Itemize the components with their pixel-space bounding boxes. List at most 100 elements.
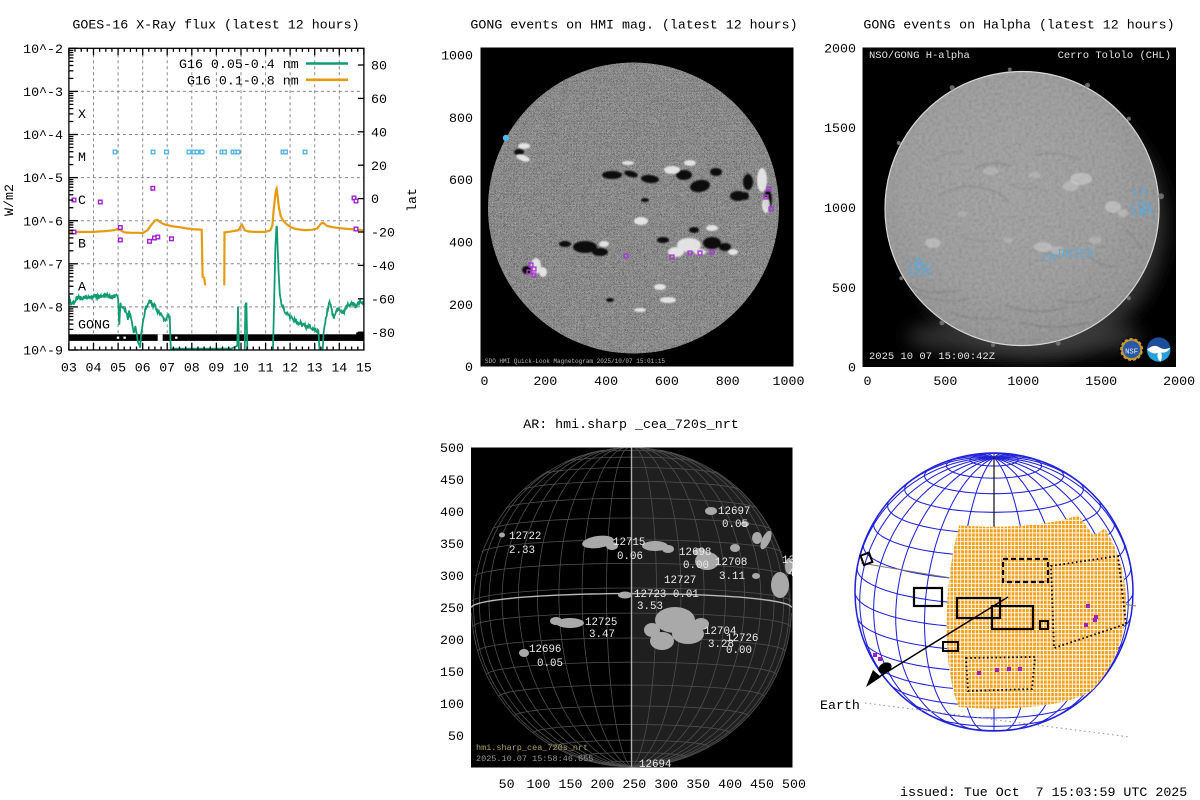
svg-text:300: 300	[654, 777, 678, 792]
svg-text:10: 10	[233, 361, 249, 376]
svg-text:B: B	[78, 237, 86, 252]
svg-text:100: 100	[440, 697, 464, 712]
svg-text:GOES-16 X-Ray flux (latest 12: GOES-16 X-Ray flux (latest 12 hours)	[72, 18, 359, 33]
svg-text:-80: -80	[371, 326, 395, 341]
svg-text:10^-5: 10^-5	[23, 171, 63, 186]
svg-text:11: 11	[258, 361, 274, 376]
svg-text:Lh: Lh	[1042, 251, 1056, 265]
svg-text:100: 100	[527, 777, 551, 792]
svg-text:10^-9: 10^-9	[23, 344, 63, 359]
svg-text:800: 800	[716, 374, 740, 389]
svg-text:12694: 12694	[639, 759, 671, 771]
svg-text:Earth: Earth	[820, 698, 860, 713]
svg-text:Lh: Lh	[1133, 185, 1147, 199]
svg-text:500: 500	[440, 441, 464, 456]
svg-text:03: 03	[61, 361, 77, 376]
svg-text:0.00: 0.00	[683, 560, 709, 572]
svg-text:500: 500	[933, 374, 957, 389]
svg-text:M: M	[78, 150, 86, 165]
svg-text:4: 4	[788, 568, 794, 580]
svg-text:50: 50	[448, 729, 464, 744]
svg-text:-40: -40	[371, 259, 395, 274]
svg-text:80: 80	[371, 59, 387, 74]
svg-text:20: 20	[371, 159, 387, 174]
svg-text:60: 60	[371, 92, 387, 107]
svg-text:LBh: LBh	[1132, 206, 1154, 220]
svg-text:40: 40	[371, 125, 387, 140]
svg-text:10^-8: 10^-8	[23, 301, 63, 316]
svg-text:GONG events on HMI mag. (lates: GONG events on HMI mag. (latest 12 hours…	[470, 18, 797, 33]
svg-text:200: 200	[590, 777, 614, 792]
svg-text:3.28: 3.28	[708, 639, 734, 651]
svg-text:2025 10 07 15:00:42Z: 2025 10 07 15:00:42Z	[869, 351, 995, 363]
svg-text:2000: 2000	[824, 41, 856, 56]
svg-text:-20: -20	[371, 226, 395, 241]
svg-text:50: 50	[499, 777, 515, 792]
svg-text:450: 450	[440, 473, 464, 488]
svg-text:150: 150	[440, 665, 464, 680]
svg-text:04: 04	[86, 361, 102, 376]
svg-text:AR: hmi.sharp _cea_720s_nrt: AR: hmi.sharp _cea_720s_nrt	[523, 417, 738, 432]
svg-text:12708: 12708	[715, 557, 747, 569]
svg-text:0: 0	[481, 374, 489, 389]
svg-text:0: 0	[371, 192, 379, 207]
svg-text:-60: -60	[371, 292, 395, 307]
svg-text:13: 13	[782, 555, 795, 567]
svg-text:3.11: 3.11	[719, 571, 745, 583]
svg-text:400: 400	[718, 777, 742, 792]
svg-text:NSO/GONG H-alpha: NSO/GONG H-alpha	[869, 50, 970, 62]
svg-text:200: 200	[440, 633, 464, 648]
svg-text:10^-6: 10^-6	[23, 214, 63, 229]
svg-text:M: M	[915, 256, 922, 270]
svg-text:350: 350	[686, 777, 710, 792]
svg-text:10^-7: 10^-7	[23, 257, 63, 272]
svg-text:250: 250	[440, 601, 464, 616]
svg-text:0: 0	[864, 374, 872, 389]
svg-text:GONG: GONG	[78, 318, 110, 333]
svg-text:13: 13	[307, 361, 323, 376]
svg-text:12696: 12696	[529, 644, 561, 656]
svg-text:1000: 1000	[773, 374, 805, 389]
svg-text:DKIEh: DKIEh	[1058, 247, 1094, 261]
svg-text:2025.10.07 15:58:46.655: 2025.10.07 15:58:46.655	[476, 754, 593, 764]
svg-text:250: 250	[622, 777, 646, 792]
svg-text:12727: 12727	[664, 575, 696, 587]
svg-text:10^-3: 10^-3	[23, 85, 63, 100]
svg-text:12722: 12722	[509, 531, 541, 543]
svg-text:lat: lat	[405, 188, 420, 212]
svg-text:SDO HMI Quick-Look Magnetogram: SDO HMI Quick-Look Magnetogram 2025/10/0…	[485, 358, 665, 365]
svg-text:3.47: 3.47	[589, 629, 615, 641]
svg-text:07: 07	[159, 361, 175, 376]
svg-text:issued: Tue Oct 7 15:03:59 UT: issued: Tue Oct 7 15:03:59 UTC 2025	[900, 785, 1187, 800]
svg-text:0: 0	[848, 361, 856, 376]
svg-text:LFh: LFh	[908, 266, 930, 280]
svg-text:3.53: 3.53	[637, 601, 663, 613]
svg-text:200: 200	[449, 298, 473, 313]
svg-text:12704: 12704	[704, 626, 736, 638]
svg-text:400: 400	[440, 505, 464, 520]
svg-text:hmi.sharp_cea_720s_nrt: hmi.sharp_cea_720s_nrt	[476, 743, 588, 753]
svg-text:150: 150	[559, 777, 583, 792]
svg-text:08: 08	[184, 361, 200, 376]
svg-text:0.00: 0.00	[726, 645, 752, 657]
svg-text:350: 350	[440, 537, 464, 552]
svg-text:2.33: 2.33	[509, 545, 535, 557]
svg-text:400: 400	[449, 236, 473, 251]
svg-text:0.05: 0.05	[537, 658, 563, 670]
svg-text:0: 0	[465, 360, 473, 375]
svg-text:400: 400	[594, 374, 618, 389]
svg-text:06: 06	[135, 361, 151, 376]
svg-text:G16 0.05-0.4 nm: G16 0.05-0.4 nm	[179, 57, 299, 72]
svg-text:1000: 1000	[441, 49, 473, 64]
svg-text:800: 800	[449, 111, 473, 126]
svg-text:09: 09	[208, 361, 224, 376]
svg-text:05: 05	[110, 361, 126, 376]
svg-text:600: 600	[449, 173, 473, 188]
svg-text:12723 0.01: 12723 0.01	[634, 589, 699, 601]
svg-text:14: 14	[331, 361, 347, 376]
svg-text:300: 300	[440, 569, 464, 584]
svg-text:500: 500	[832, 281, 856, 296]
svg-text:15: 15	[356, 361, 372, 376]
svg-text:12725: 12725	[585, 617, 617, 629]
svg-text:450: 450	[750, 777, 774, 792]
